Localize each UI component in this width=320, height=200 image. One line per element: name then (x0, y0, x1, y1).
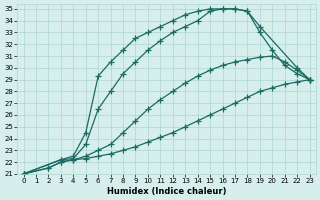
X-axis label: Humidex (Indice chaleur): Humidex (Indice chaleur) (107, 187, 226, 196)
